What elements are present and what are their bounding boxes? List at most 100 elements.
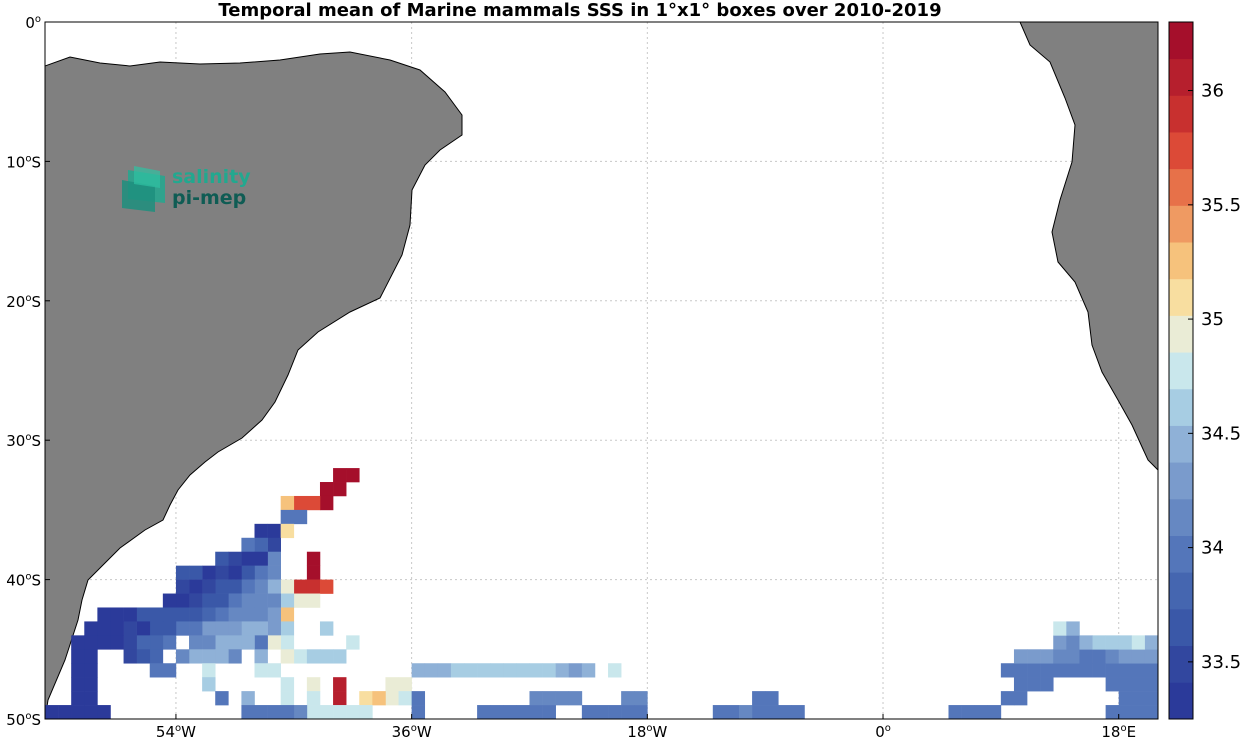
sss-cell: [267, 621, 281, 636]
sss-cell: [319, 579, 334, 594]
sss-cell: [162, 593, 177, 608]
sss-cell: [280, 705, 295, 719]
sss-cell: [267, 579, 281, 594]
map-frame: [44, 21, 1159, 720]
colorbar-tick-label: 34: [1201, 538, 1224, 559]
colorbar-tick-label: 35.5: [1201, 195, 1241, 216]
sss-cell: [490, 663, 504, 678]
sss-cell: [1144, 705, 1158, 719]
sss-cell: [306, 691, 321, 706]
sss-cell: [280, 691, 295, 706]
sss-cell: [1053, 635, 1067, 650]
sss-cell: [254, 551, 268, 566]
colorbar-segment: [1169, 682, 1193, 720]
sss-cell: [542, 663, 556, 678]
sss-cell: [254, 537, 268, 553]
sss-cell: [359, 705, 373, 719]
sss-cell: [71, 705, 85, 719]
sss-cell: [1053, 663, 1067, 678]
sss-cell: [162, 621, 177, 636]
sss-cell: [319, 482, 334, 497]
sss-cell: [319, 705, 334, 719]
sss-cell: [1144, 663, 1158, 678]
sss-cell: [84, 677, 98, 692]
logo-text-pi-mep: pi-mep: [172, 187, 246, 209]
sss-cell: [228, 649, 242, 664]
sss-cell: [1066, 621, 1080, 636]
sss-cell: [228, 551, 242, 566]
sss-cell: [1053, 621, 1067, 636]
sss-cell: [503, 663, 517, 678]
sss-cell: [306, 565, 321, 580]
sss-cell: [189, 621, 203, 636]
sss-cell: [568, 663, 583, 678]
sss-cell: [1027, 649, 1041, 664]
sss-cell: [280, 677, 295, 692]
sss-cell: [398, 677, 412, 692]
sss-cell: [175, 593, 190, 608]
sss-cell: [267, 537, 281, 553]
sss-cell: [123, 621, 137, 636]
sss-cell: [175, 649, 190, 664]
sss-cell: [175, 579, 190, 594]
sss-cell: [293, 705, 308, 719]
sss-cell: [1013, 677, 1028, 692]
sss-cell: [346, 705, 360, 719]
sss-cell: [241, 537, 255, 553]
sss-cell: [529, 705, 543, 719]
sss-cell: [424, 663, 439, 678]
sss-cell: [175, 565, 190, 580]
colorbar-segment: [1169, 242, 1193, 280]
latitude-tick-label: 50oS: [6, 711, 41, 729]
sss-cell: [123, 649, 137, 664]
sss-cell: [84, 621, 98, 636]
sss-cell: [84, 663, 98, 678]
sss-cell: [1040, 649, 1054, 664]
sss-cell: [1131, 649, 1146, 664]
sss-cell: [765, 691, 779, 706]
colorbar-segment: [1169, 95, 1193, 133]
sss-cell: [149, 635, 164, 650]
sss-cell: [162, 607, 177, 622]
sss-cell: [1131, 677, 1146, 692]
sss-cell: [1027, 677, 1041, 692]
sss-cell: [490, 705, 504, 719]
sss-cell: [215, 551, 229, 566]
sss-cell: [202, 635, 216, 650]
sss-cell: [725, 705, 740, 719]
sss-cell: [58, 705, 72, 719]
sss-cell: [594, 705, 609, 719]
sss-cell: [97, 621, 111, 636]
sss-cell: [267, 551, 281, 566]
colorbar-segment: [1169, 168, 1193, 206]
sss-cell: [293, 593, 308, 608]
latitude-ticks: 0o 10oS 20oS 30oS 40oS 50oS: [6, 14, 50, 729]
sss-cell: [1144, 691, 1158, 706]
sss-cell: [123, 607, 137, 622]
sss-cell: [202, 621, 216, 636]
sss-cell: [280, 579, 295, 594]
sss-cell: [1118, 635, 1133, 650]
sss-cell: [97, 705, 111, 719]
sss-cell: [241, 551, 255, 566]
sss-cell: [280, 495, 295, 511]
sss-cell: [385, 691, 399, 706]
sss-cell: [634, 691, 648, 706]
sss-cell: [267, 607, 281, 622]
sss-cell: [464, 663, 478, 678]
sss-cell: [1013, 691, 1028, 706]
sss-cell: [215, 635, 229, 650]
sss-cell: [189, 607, 203, 622]
sss-cell: [136, 621, 151, 636]
map-area: salinity pi-mep: [45, 22, 1158, 719]
sss-cell: [1144, 649, 1158, 664]
sss-cells: [45, 468, 1158, 719]
sss-cell: [254, 607, 268, 622]
sss-cell: [280, 523, 295, 539]
sss-cell: [267, 523, 281, 539]
sss-cell: [97, 635, 111, 650]
colorbar-segment: [1169, 498, 1193, 536]
sss-cell: [333, 468, 347, 483]
sss-cell: [621, 691, 635, 706]
sss-cell: [254, 649, 268, 664]
